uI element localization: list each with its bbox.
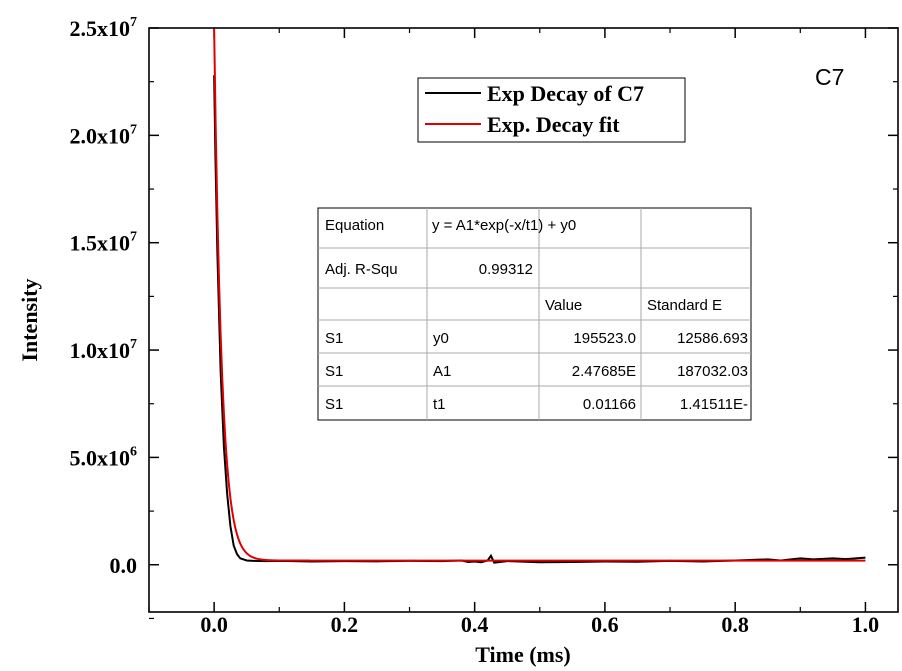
fit-table-text: Equation y = A1*exp(-x/t1) + y0 Adj. R-Squ… — [325, 217, 748, 413]
legend-label-fit: Exp. Decay fit — [487, 112, 620, 137]
table-cell: t1 — [433, 396, 446, 413]
y-axis-title: Intensity — [17, 278, 42, 361]
legend-label-exp: Exp Decay of C7 — [487, 81, 644, 106]
x-tick-label: 0.4 — [461, 612, 489, 637]
y-tick-label: 2.0x107 — [70, 122, 138, 148]
y-tick-label: 5.0x106 — [70, 444, 138, 470]
x-tick-label: 0.2 — [331, 612, 359, 637]
series-layer — [213, 28, 866, 564]
fit-table-bg — [317, 207, 752, 421]
table-cell: S1 — [325, 330, 343, 347]
table-cell: 2.47685E — [572, 363, 636, 380]
table-cell: S1 — [325, 396, 343, 413]
table-cell: 0.01166 — [583, 396, 636, 413]
table-cell: Value — [545, 297, 582, 314]
fit-table: Equation y = A1*exp(-x/t1) + y0 Adj. R-Squ… — [317, 207, 752, 421]
legend: Exp Decay of C7 Exp. Decay fit — [417, 77, 686, 143]
table-cell: 1.41511E- — [680, 396, 748, 413]
y-tick-label: 1.5x107 — [70, 230, 138, 256]
fit-table-grid — [318, 208, 751, 420]
y-tick-label: 0.0 — [110, 553, 138, 578]
panel-label: C7 — [815, 64, 844, 90]
table-cell: Equation — [325, 217, 384, 234]
y-axis-ticks: 0.0 5.0x106 1.0x107 1.5x107 2.0x107 2.5x107 — [70, 15, 898, 620]
table-cell: y = A1*exp(-x/t1) + y0 — [432, 217, 576, 234]
x-tick-label: 0.0 — [200, 612, 228, 637]
legend-box — [417, 77, 686, 143]
x-tick-label: 1.0 — [852, 612, 880, 637]
series-line-fit — [213, 28, 866, 562]
x-axis-title: Time (ms) — [475, 642, 571, 667]
x-tick-label: 0.6 — [591, 612, 619, 637]
table-cell: S1 — [325, 363, 343, 380]
y-tick-label: 2.5x107 — [70, 15, 138, 41]
table-cell: 195523.0 — [573, 330, 636, 347]
table-cell: Adj. R-Squ — [325, 261, 398, 278]
x-tick-label: 0.8 — [721, 612, 749, 637]
table-cell: 0.99312 — [479, 261, 533, 278]
table-cell: Standard E — [647, 297, 722, 314]
table-cell: 187032.03 — [677, 363, 748, 380]
table-cell: y0 — [433, 330, 449, 347]
y-tick-label: 1.0x107 — [70, 337, 138, 363]
plot-frame — [148, 27, 899, 613]
table-cell: 12586.693 — [677, 330, 748, 347]
table-cell: A1 — [433, 363, 451, 380]
x-axis-ticks: 0.0 0.2 0.4 0.6 0.8 1.0 — [148, 28, 880, 637]
